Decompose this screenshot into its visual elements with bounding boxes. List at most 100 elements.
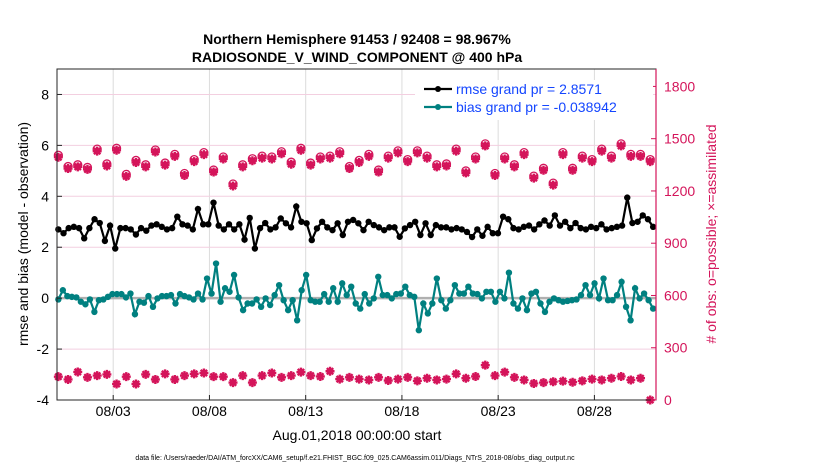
rmse-point (308, 236, 315, 244)
assimilated-obs-overlay-marker (606, 153, 616, 163)
bias-point (577, 291, 585, 299)
assimilated-obs-overlay-marker (160, 160, 170, 170)
x-tick-label: 08/03 (96, 403, 131, 419)
assimilated-obs-overlay-marker (636, 151, 646, 161)
bias-point (257, 303, 265, 311)
rmse-point (148, 222, 155, 229)
bias-point (302, 271, 310, 279)
rmse-point (375, 224, 383, 231)
assimilated-obs-overlay-marker (131, 157, 141, 167)
y-tick-label: 4 (41, 188, 49, 204)
y-tick-label: 6 (41, 137, 49, 153)
bias-point (433, 275, 441, 282)
assimilated-obs-marker (587, 374, 597, 384)
bias-point (451, 281, 459, 289)
bias-point (613, 291, 621, 299)
rmse-point (318, 218, 326, 225)
obs-count-markers (53, 139, 655, 405)
assimilated-obs-marker (92, 371, 102, 381)
assimilated-obs-marker (179, 371, 189, 381)
assimilated-obs-overlay-marker (403, 157, 413, 167)
rmse-point (443, 224, 450, 231)
rmse-point (520, 223, 528, 231)
bias-point (298, 287, 305, 294)
x-axis-label: Aug.01,2018 00:00:00 start (273, 427, 442, 443)
rmse-point (582, 226, 590, 233)
bias-point (118, 290, 125, 298)
rmse-point (282, 220, 290, 227)
assimilated-obs-overlay-marker (577, 153, 587, 163)
x-tick-label: 08/23 (481, 403, 516, 419)
rmse-point (572, 219, 579, 227)
rmse-point (463, 228, 471, 236)
assimilated-obs-marker (538, 378, 548, 388)
bias-point (510, 300, 517, 307)
rmse-point (365, 218, 372, 225)
rmse-point (448, 226, 455, 233)
chart-title-line-1: Northern Hemisphere 91453 / 92408 = 98.9… (203, 31, 511, 47)
rmse-point (189, 226, 197, 233)
rmse-point (163, 226, 171, 233)
assimilated-obs-marker (451, 369, 461, 379)
rmse-point (81, 235, 88, 242)
rmse-point (593, 224, 600, 232)
rmse-point (515, 226, 522, 233)
rmse-point (603, 226, 610, 233)
y-tick-label: 8 (41, 86, 49, 102)
bias-point (649, 305, 657, 312)
x-tick-label: 08/08 (192, 403, 227, 419)
bias-point (424, 310, 432, 317)
bias-point (330, 285, 337, 292)
bias-point (320, 290, 328, 298)
assimilated-obs-marker (344, 372, 354, 382)
rmse-point (380, 226, 388, 234)
assimilated-obs-marker (73, 367, 83, 377)
assimilated-obs-marker (199, 368, 209, 378)
bias-point (82, 301, 89, 308)
legend: rmse grand pr = 2.8571 bias grand pr = -… (415, 80, 653, 120)
x-tick-label: 08/13 (288, 403, 323, 419)
rmse-point (396, 233, 403, 240)
bias-point (546, 298, 553, 305)
assimilated-obs-overlay-marker (490, 171, 500, 181)
bias-point (293, 317, 301, 324)
assimilated-obs-overlay-marker (82, 164, 92, 174)
assimilated-obs-marker (606, 373, 616, 383)
bias-point (311, 298, 319, 305)
bias-point (275, 281, 283, 289)
rmse-point (272, 224, 279, 231)
bias-point (636, 295, 643, 302)
rmse-point (530, 226, 538, 233)
legend-background (415, 80, 653, 120)
rmse-point (546, 222, 553, 229)
rmse-point (220, 226, 228, 233)
rmse-point (60, 230, 67, 237)
rmse-point (137, 224, 145, 232)
bias-point (492, 298, 499, 305)
rmse-point (453, 224, 460, 232)
bias-point (631, 285, 639, 292)
assimilated-obs-overlay-marker (53, 152, 63, 162)
rmse-point (256, 224, 264, 232)
rmse-point (634, 218, 641, 225)
rmse-point (551, 212, 559, 219)
bias-point (289, 296, 296, 304)
bias-point (411, 293, 418, 301)
assimilated-obs-marker (218, 372, 228, 382)
assimilated-obs-marker (150, 374, 160, 384)
bias-point (537, 300, 544, 307)
bias-point (339, 280, 346, 287)
bias-point (357, 305, 364, 312)
rmse-point (386, 224, 393, 231)
assimilated-obs-overlay-marker (597, 146, 607, 156)
bias-point (496, 288, 504, 295)
bias-point (131, 310, 139, 318)
bias-point (262, 295, 269, 302)
assimilated-obs-marker (432, 375, 442, 385)
assimilated-obs-overlay-marker (112, 145, 122, 155)
assimilated-obs-marker (383, 375, 393, 385)
assimilated-obs-marker (257, 371, 267, 381)
assimilated-obs-overlay-marker (471, 154, 481, 164)
bias-point (447, 296, 454, 304)
bias-point (379, 291, 386, 299)
